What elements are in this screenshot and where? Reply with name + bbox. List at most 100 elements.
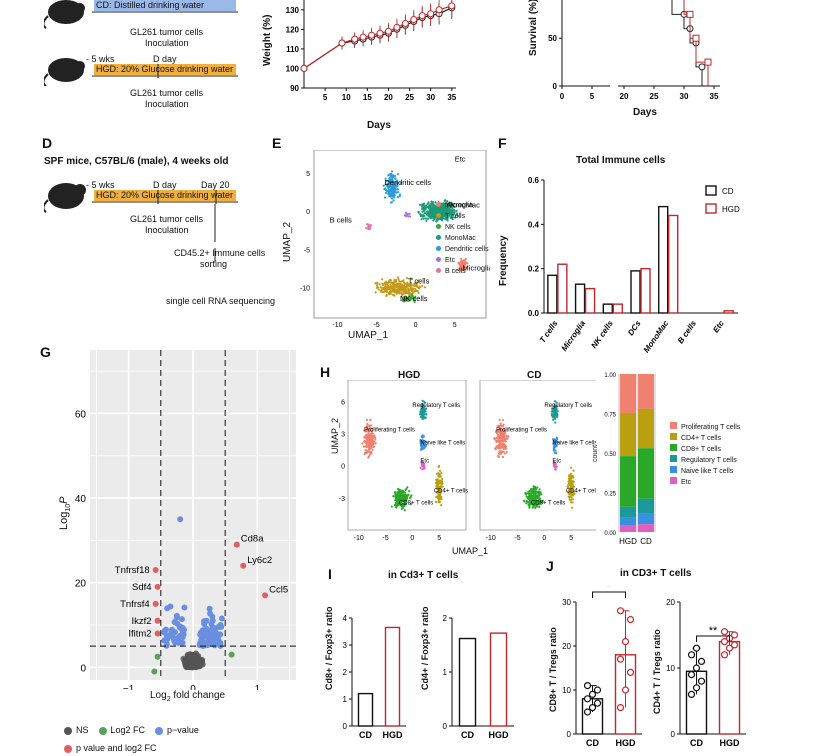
umap-point [389,194,392,198]
significance-marker: * [607,586,612,593]
umap-point [503,439,507,442]
stack-segment [620,456,636,507]
umap-point [388,190,391,194]
legend-item: Etc [670,477,740,488]
bar [602,303,613,314]
umap-point [533,493,536,496]
arrow-down-icon [214,204,216,262]
x-tick-label: 35 [710,92,719,101]
umap-point [540,500,543,504]
umap-point [497,446,500,449]
legend-item: p value and log2 FC [64,743,157,753]
umap-point [385,180,389,183]
umap-point [421,411,424,415]
x-axis-label: UMAP_1 [348,330,389,341]
x-tick-label: HGD [383,730,404,740]
umap-point [380,286,383,289]
umap-point [421,284,424,287]
legend-label: MonoMac [445,235,476,242]
data-point [626,615,635,624]
x-tick-label: HGD [619,537,637,546]
legend-swatch [64,726,72,735]
y-tick-label: 0.25 [604,492,616,498]
umap-point [393,294,396,297]
umap-point [435,218,438,222]
y-tick-label: 0 [671,730,676,739]
data-point [730,641,739,649]
y-tick-label: -3 [339,496,345,503]
umap-point [439,479,442,482]
data-point [435,6,443,14]
umap-point [407,215,410,218]
umap-point [386,184,389,188]
gene-label: Ly6c2 [247,555,272,566]
umap-point [453,205,456,208]
umap-point [410,494,413,497]
umap-point [424,217,428,220]
y-tick-label: 0 [306,209,310,216]
cd-timeline [92,0,238,13]
gene-label: Ifitm2 [128,628,151,639]
umap-point [457,262,460,265]
weight-chart: 90 100 110 120 130 5 10 15 20 25 30 35 [286,0,457,102]
y-tick-label: 0 [567,730,572,739]
umap-point [420,218,423,221]
significance-marker: ** [709,625,718,637]
x-tick-label: 5 [323,93,328,102]
umap-point [406,281,409,284]
umap-point [407,287,410,290]
umap-point [536,486,539,489]
umap-point [554,414,557,417]
umap-point [501,418,505,422]
umap-point [420,439,423,443]
stack-segment [638,513,654,525]
umap-point [370,424,373,427]
cluster-label: Regulatory T cells [412,403,460,409]
plot-frame [313,150,487,319]
time-label: D day [153,54,177,64]
umap-point [382,290,386,294]
umap-point [499,436,502,439]
data-point [593,686,602,694]
pvalue-point [164,605,171,612]
stack-segment [638,448,654,499]
umap-point [376,282,379,285]
umap-point [422,446,425,450]
umap-point [567,495,571,498]
umap-point [388,285,391,289]
umap-point [553,463,556,466]
umap-point [436,485,439,488]
umap-point [397,490,401,493]
data-point [393,23,401,31]
pvalue-point [209,617,216,624]
umap-point [460,257,463,260]
plot-frame [479,380,596,531]
data-point [725,644,734,652]
umap-point [394,495,397,498]
umap-point [439,469,442,472]
umap-point [392,495,395,498]
pvalue-point [196,642,203,649]
umap-point [395,191,398,194]
umap-point [396,487,400,491]
umap-point [464,263,467,266]
panel-letter: J [546,558,554,574]
x-tick-label: 25 [405,93,414,102]
umap-point [554,421,557,424]
umap-point [569,490,572,493]
umap-point [417,291,420,295]
x-tick-label: 25 [650,92,659,101]
data-point [616,655,625,663]
umap-point [420,410,423,413]
umap-point [451,218,454,221]
x-tick-label: DCs [626,319,643,338]
umap-point [389,288,392,291]
log2fc-point [228,651,235,658]
legend-item: Etc [436,257,489,268]
umap-point [440,503,443,507]
cluster-label: Regulatory T cells [544,403,592,409]
legend-swatch [436,246,441,251]
umap-point [441,485,444,488]
umap-point [403,501,407,505]
